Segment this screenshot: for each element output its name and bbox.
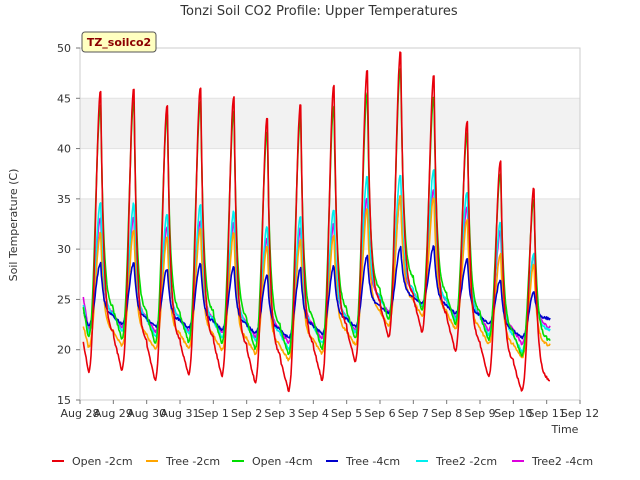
- annotation-box: TZ_soilco2: [81, 31, 157, 53]
- chart-title: Tonzi Soil CO2 Profile: Upper Temperatur…: [179, 4, 458, 19]
- x-tick-label: Sep 6: [364, 407, 395, 420]
- y-tick-label: 35: [57, 193, 71, 206]
- x-tick-label: Sep 7: [398, 407, 429, 420]
- y-axis: 15 20 25 30 35 40 45 50: [57, 42, 80, 407]
- x-tick-label: Sep 9: [464, 407, 495, 420]
- x-tick-label: Aug 28: [61, 407, 100, 420]
- x-tick-label: Sep 4: [298, 407, 329, 420]
- plot-frame: [79, 47, 581, 401]
- band: [80, 349, 580, 400]
- legend-entry: Open -2cm: [72, 455, 133, 468]
- y-tick-label: 40: [57, 143, 71, 156]
- series-layer: [82, 51, 551, 393]
- x-tick-label: Sep 1: [198, 407, 229, 420]
- x-tick-label: Sep 8: [431, 407, 462, 420]
- y-tick-label: 20: [57, 344, 71, 357]
- band: [80, 98, 580, 149]
- legend-entry: Tree2 -2cm: [435, 455, 497, 468]
- legend-entry: Tree -4cm: [345, 455, 400, 468]
- series-line: [82, 51, 551, 393]
- x-tick-label: Sep 11: [528, 407, 566, 420]
- legend-entry: Tree2 -4cm: [531, 455, 593, 468]
- x-tick-label: Sep 3: [264, 407, 295, 420]
- y-tick-label: 25: [57, 293, 71, 306]
- x-tick-label: Aug 30: [127, 407, 166, 420]
- x-tick-label: Sep 10: [494, 407, 532, 420]
- band: [80, 299, 580, 350]
- legend-entry: Open -4cm: [252, 455, 313, 468]
- x-axis-label: Time: [551, 423, 579, 436]
- legend: Open -2cm Tree -2cm Open -4cm Tree -4cm Tree…: [52, 455, 593, 468]
- annotation-label: TZ_soilco2: [87, 36, 151, 49]
- legend-entry: Tree -2cm: [165, 455, 220, 468]
- x-tick-label: Sep 2: [231, 407, 262, 420]
- y-tick-label: 50: [57, 42, 71, 55]
- band: [80, 48, 580, 99]
- y-axis-label: Soil Temperature (C): [7, 169, 20, 282]
- x-tick-label: Sep 12: [561, 407, 599, 420]
- x-tick-label: Aug 31: [161, 407, 200, 420]
- x-tick-label: Sep 5: [331, 407, 362, 420]
- y-tick-label: 30: [57, 243, 71, 256]
- x-tick-label: Aug 29: [94, 407, 133, 420]
- y-tick-label: 45: [57, 92, 71, 105]
- y-tick-label: 15: [57, 394, 71, 407]
